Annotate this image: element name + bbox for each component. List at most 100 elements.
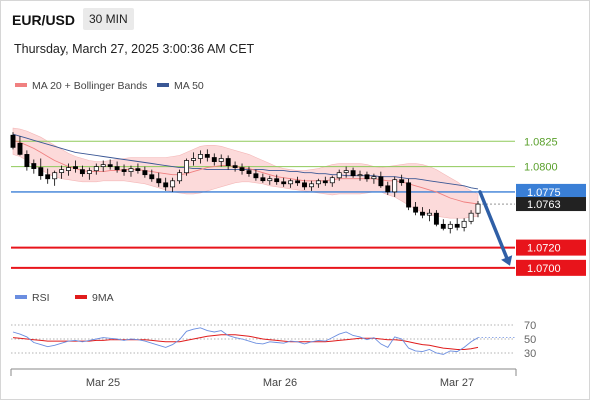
support-label-box (516, 239, 586, 256)
rsi-ma-line (12, 334, 479, 350)
support-label: 1.0720 (527, 243, 561, 255)
candle-body (267, 178, 273, 182)
candle-body (149, 174, 155, 180)
candle-body (385, 185, 391, 193)
candle-body (59, 169, 65, 173)
candle-body (426, 212, 432, 216)
candle-body (315, 180, 321, 185)
candle-body (420, 211, 425, 216)
candle-body (197, 154, 203, 159)
legend-swatch (15, 83, 27, 87)
candle-body (239, 167, 245, 171)
candle-body (86, 170, 92, 174)
x-axis-label: Mar 25 (86, 377, 120, 389)
candle-body (461, 220, 467, 228)
legend-label: RSI (32, 292, 50, 304)
candle-body (302, 182, 307, 188)
candle-body (378, 176, 384, 187)
candle-body (281, 181, 287, 185)
candle-body (184, 160, 189, 174)
candle-body (440, 223, 446, 229)
candle-body (309, 183, 314, 188)
candle-body (107, 164, 113, 167)
candle-body (454, 223, 460, 228)
current-price-label: 1.0763 (527, 199, 561, 211)
candle-body (392, 179, 398, 193)
candle-body (288, 180, 294, 185)
candle-body (406, 182, 412, 208)
resistance-label: 1.0800 (524, 162, 558, 174)
x-axis-label: Mar 26 (263, 377, 297, 389)
legend-swatch (75, 295, 87, 299)
candle-body (100, 164, 106, 167)
candle-body (121, 169, 127, 172)
candle-body (66, 167, 71, 171)
candle-body (246, 170, 252, 174)
candle-body (225, 158, 231, 166)
candle-body (38, 167, 44, 177)
candle-body (260, 177, 266, 182)
rsi-tick-label: 70 (524, 320, 536, 332)
candle-body (399, 179, 405, 184)
candle-body (142, 170, 148, 176)
timeframe-badge[interactable]: 30 MIN (83, 8, 134, 30)
candle-body (52, 172, 58, 180)
candle-body (357, 174, 363, 177)
candle-body (295, 180, 301, 184)
x-axis-label: Mar 27 (440, 377, 474, 389)
candle-body (274, 178, 280, 183)
candle-body (17, 142, 23, 155)
legend-swatch (157, 83, 169, 87)
candle-body (156, 178, 162, 184)
candle-body (31, 163, 37, 169)
candle-body (322, 180, 328, 184)
candle-body (24, 154, 30, 167)
candle-body (343, 170, 349, 173)
legend-label: MA 20 + Bollinger Bands (32, 80, 147, 92)
candle-body (336, 172, 342, 179)
pivot-label: 1.0775 (527, 187, 561, 199)
candle-body (163, 182, 169, 188)
symbol-label: EUR/USD (12, 12, 76, 28)
pivot-label-box (516, 183, 586, 200)
candle-body (371, 176, 377, 180)
candle-body (329, 177, 335, 184)
rsi-tick-label: 30 (524, 348, 536, 360)
candle-body (204, 154, 210, 158)
candle-body (93, 166, 99, 172)
candle-body (177, 172, 183, 182)
candle-body (73, 166, 78, 169)
candle-body (135, 168, 141, 171)
candle-body (114, 166, 120, 170)
candle-body (10, 134, 16, 148)
resistance-label: 1.0825 (524, 136, 558, 148)
candle-body (170, 180, 176, 188)
candle-body (191, 158, 196, 161)
candle-body (128, 168, 134, 172)
candle-body (211, 157, 217, 162)
support-label-box (516, 259, 586, 276)
candle-body (45, 174, 51, 180)
candle-body (364, 174, 370, 180)
rsi-tick-label: 50 (524, 334, 536, 346)
candle-body (413, 206, 419, 213)
candle-body (433, 212, 439, 225)
candle-body (232, 165, 238, 168)
current-price-box (516, 197, 586, 212)
datetime-label: Thursday, March 27, 2025 3:00:36 AM CET (14, 42, 255, 56)
legend-label: 9MA (92, 292, 114, 304)
candle-body (468, 212, 474, 222)
candle-body (350, 170, 356, 177)
candle-body (218, 158, 224, 162)
forecast-arrow-head (501, 255, 513, 266)
rsi-line (12, 327, 479, 355)
candle-body (447, 223, 453, 229)
support-label: 1.0700 (527, 263, 561, 275)
candle-body (253, 173, 259, 179)
forecast-arrow-shaft (478, 190, 509, 260)
candle-body (475, 203, 481, 214)
candle-body (79, 169, 85, 175)
legend-label: MA 50 (174, 80, 204, 92)
